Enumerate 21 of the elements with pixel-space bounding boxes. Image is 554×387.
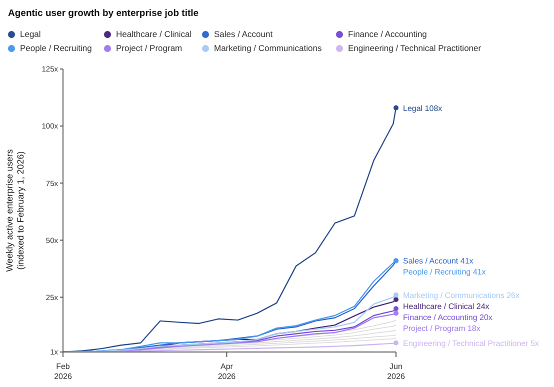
legend-label: Marketing / Communications bbox=[214, 43, 322, 53]
legend-label: Project / Program bbox=[116, 43, 182, 53]
data-label: Marketing / Communications 26x bbox=[403, 290, 520, 300]
x-tick-label: Feb 2026 bbox=[54, 362, 72, 381]
legend-label: Sales / Account bbox=[214, 29, 273, 39]
legend-label: Healthcare / Clinical bbox=[116, 29, 192, 39]
data-label: Project / Program 18x bbox=[403, 324, 480, 333]
data-label: Sales / Account 41x bbox=[403, 256, 474, 266]
legend-label: Finance / Accounting bbox=[348, 29, 427, 39]
data-label: Legal 108x bbox=[403, 104, 442, 113]
legend-label: People / Recruiting bbox=[20, 43, 92, 53]
data-label: Healthcare / Clinical 24x bbox=[403, 302, 490, 311]
legend-label: Engineering / Technical Practitioner bbox=[348, 43, 482, 53]
y-axis-title: Weekly active enterprise users (indexed to February 1, 2026) bbox=[4, 148, 26, 272]
x-tick-label: Apr 2026 bbox=[218, 362, 236, 381]
chart-title: Agentic user growth by enterprise job title bbox=[8, 8, 199, 19]
data-label: People / Recruiting 41x bbox=[403, 268, 486, 277]
data-label: Finance / Accounting 20x bbox=[403, 312, 492, 322]
x-tick-label: Jun 2026 bbox=[387, 362, 406, 381]
data-label: Engineering / Technical Practitioner 5x bbox=[403, 338, 539, 348]
legend-label: Legal bbox=[20, 29, 41, 39]
